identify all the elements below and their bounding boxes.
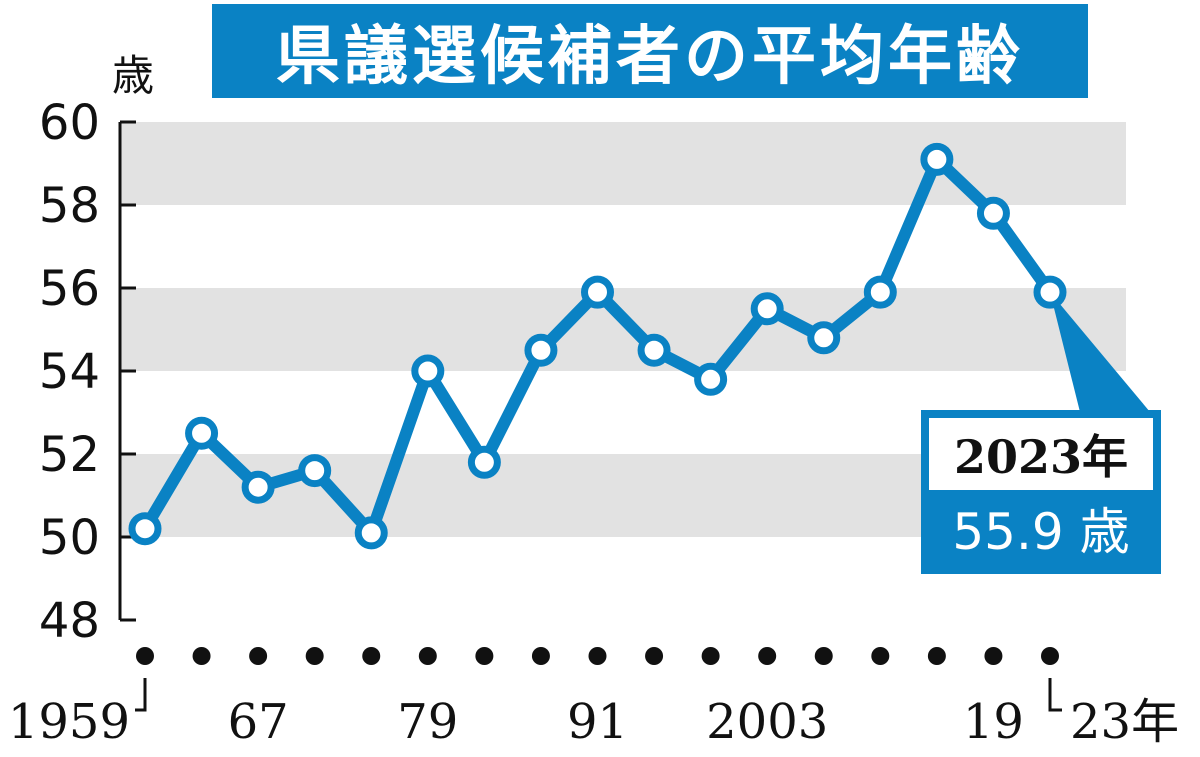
x-axis-dot xyxy=(475,647,494,665)
y-tick-label: 50 xyxy=(39,510,100,566)
grid-band xyxy=(120,122,1126,205)
data-point xyxy=(298,454,332,488)
x-tick-label: 19 xyxy=(963,694,1024,750)
callout-value-label: 55.9 歳 xyxy=(952,503,1130,561)
x-axis-dot xyxy=(1041,647,1059,665)
data-point xyxy=(128,512,162,546)
data-point xyxy=(467,445,501,479)
x-tick-label: 23年 xyxy=(1070,694,1179,750)
data-point xyxy=(354,516,388,550)
y-tick-label: 54 xyxy=(39,344,100,400)
x-axis-dot xyxy=(927,647,946,665)
x-tick-label: 79 xyxy=(397,694,458,750)
x-tick-label: 91 xyxy=(567,694,628,750)
chart-title: 県議選候補者の平均年齢 xyxy=(212,4,1088,98)
latest-value-callout: 2023年 55.9 歳 xyxy=(921,410,1161,574)
x-tick-label: 67 xyxy=(228,694,289,750)
y-tick-label: 52 xyxy=(39,427,100,483)
data-point xyxy=(976,196,1010,230)
x-axis-dot xyxy=(814,647,833,665)
y-axis-unit-label: 歳 xyxy=(112,51,155,100)
y-tick-label: 48 xyxy=(39,593,100,649)
data-point xyxy=(411,354,445,388)
x-axis-dot xyxy=(984,647,1003,665)
callout-pointer xyxy=(1050,292,1150,412)
y-tick-label: 58 xyxy=(39,178,100,234)
grid-band xyxy=(120,288,1126,371)
x-axis-dot xyxy=(588,647,607,665)
x-axis-dot xyxy=(758,647,777,665)
x-axis-dot xyxy=(305,647,324,665)
x-axis-dot xyxy=(871,647,890,665)
data-point xyxy=(920,142,954,176)
data-point xyxy=(694,362,728,396)
x-axis-dot xyxy=(418,647,437,665)
y-tick-label: 56 xyxy=(39,261,100,317)
x-tick-label: 1959 xyxy=(8,694,130,750)
x-axis-dot xyxy=(701,647,720,665)
x-axis-dot xyxy=(136,647,154,665)
data-point xyxy=(807,321,841,355)
x-last-bracket xyxy=(1048,678,1062,712)
y-tick-label: 60 xyxy=(39,95,100,151)
x-axis-dot xyxy=(249,647,268,665)
x-tick-label: 2003 xyxy=(706,694,828,750)
callout-year-label: 2023年 xyxy=(929,418,1153,490)
x-first-bracket xyxy=(135,678,147,712)
data-point xyxy=(524,333,558,367)
data-point xyxy=(863,275,897,309)
data-point xyxy=(185,416,219,450)
x-axis-dot xyxy=(362,647,381,665)
x-axis-dot xyxy=(531,647,550,665)
data-point xyxy=(750,292,784,326)
data-point xyxy=(637,333,671,367)
data-point xyxy=(581,275,614,309)
x-axis-dot xyxy=(645,647,664,665)
data-point xyxy=(241,470,275,504)
data-point xyxy=(1033,275,1067,309)
x-axis-dot xyxy=(192,647,211,665)
